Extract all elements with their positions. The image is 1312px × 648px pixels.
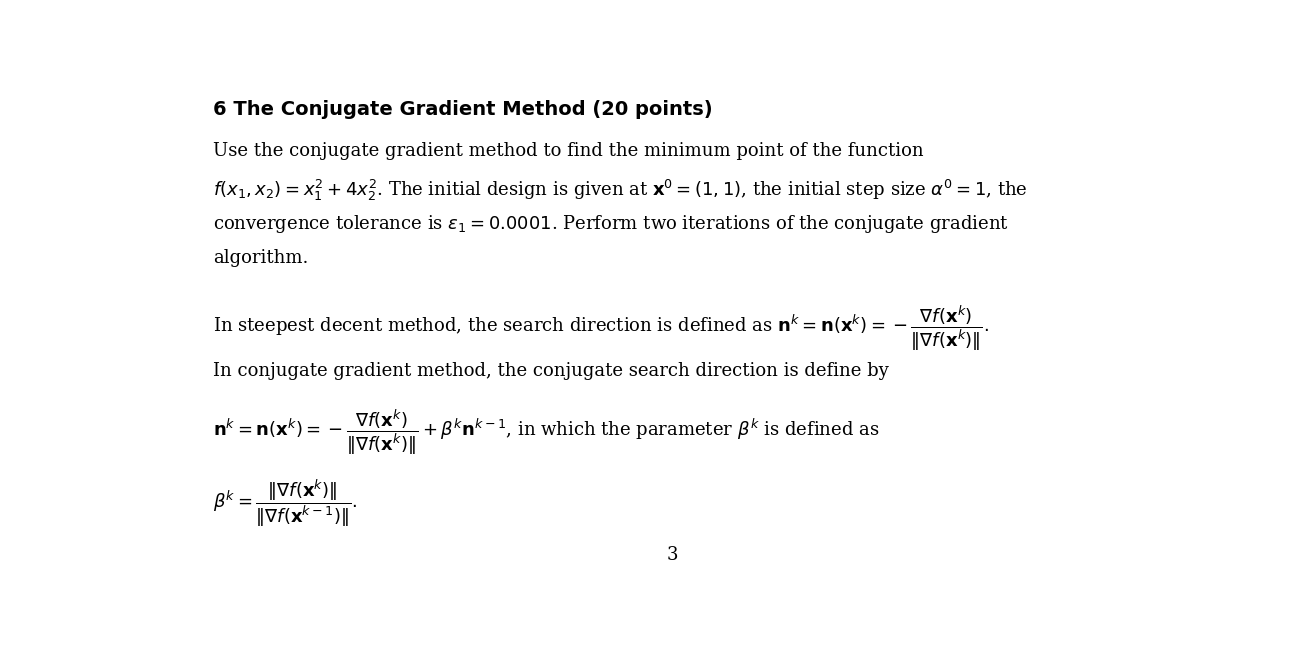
Text: $f(x_1, x_2) = x_1^2 + 4x_2^2$. The initial design is given at $\mathbf{x}^0 = (: $f(x_1, x_2) = x_1^2 + 4x_2^2$. The init… — [213, 178, 1027, 203]
Text: algorithm.: algorithm. — [213, 249, 308, 268]
Text: 6 The Conjugate Gradient Method (20 points): 6 The Conjugate Gradient Method (20 poin… — [213, 100, 712, 119]
Text: $\beta^k = \dfrac{\|\nabla f(\mathbf{x}^k)\|}{\|\nabla f(\mathbf{x}^{k-1})\|}.$: $\beta^k = \dfrac{\|\nabla f(\mathbf{x}^… — [213, 477, 357, 529]
Text: convergence tolerance is $\varepsilon_1 = 0.0001$. Perform two iterations of the: convergence tolerance is $\varepsilon_1 … — [213, 213, 1009, 235]
Text: In steepest decent method, the search direction is defined as $\mathbf{n}^k = \m: In steepest decent method, the search di… — [213, 303, 989, 353]
Text: Use the conjugate gradient method to find the minimum point of the function: Use the conjugate gradient method to fin… — [213, 142, 924, 159]
Text: 3: 3 — [666, 546, 678, 564]
Text: In conjugate gradient method, the conjugate search direction is define by: In conjugate gradient method, the conjug… — [213, 362, 888, 380]
Text: $\mathbf{n}^k = \mathbf{n}(\mathbf{x}^k) = -\dfrac{\nabla f(\mathbf{x}^k)}{\|\na: $\mathbf{n}^k = \mathbf{n}(\mathbf{x}^k)… — [213, 407, 879, 457]
